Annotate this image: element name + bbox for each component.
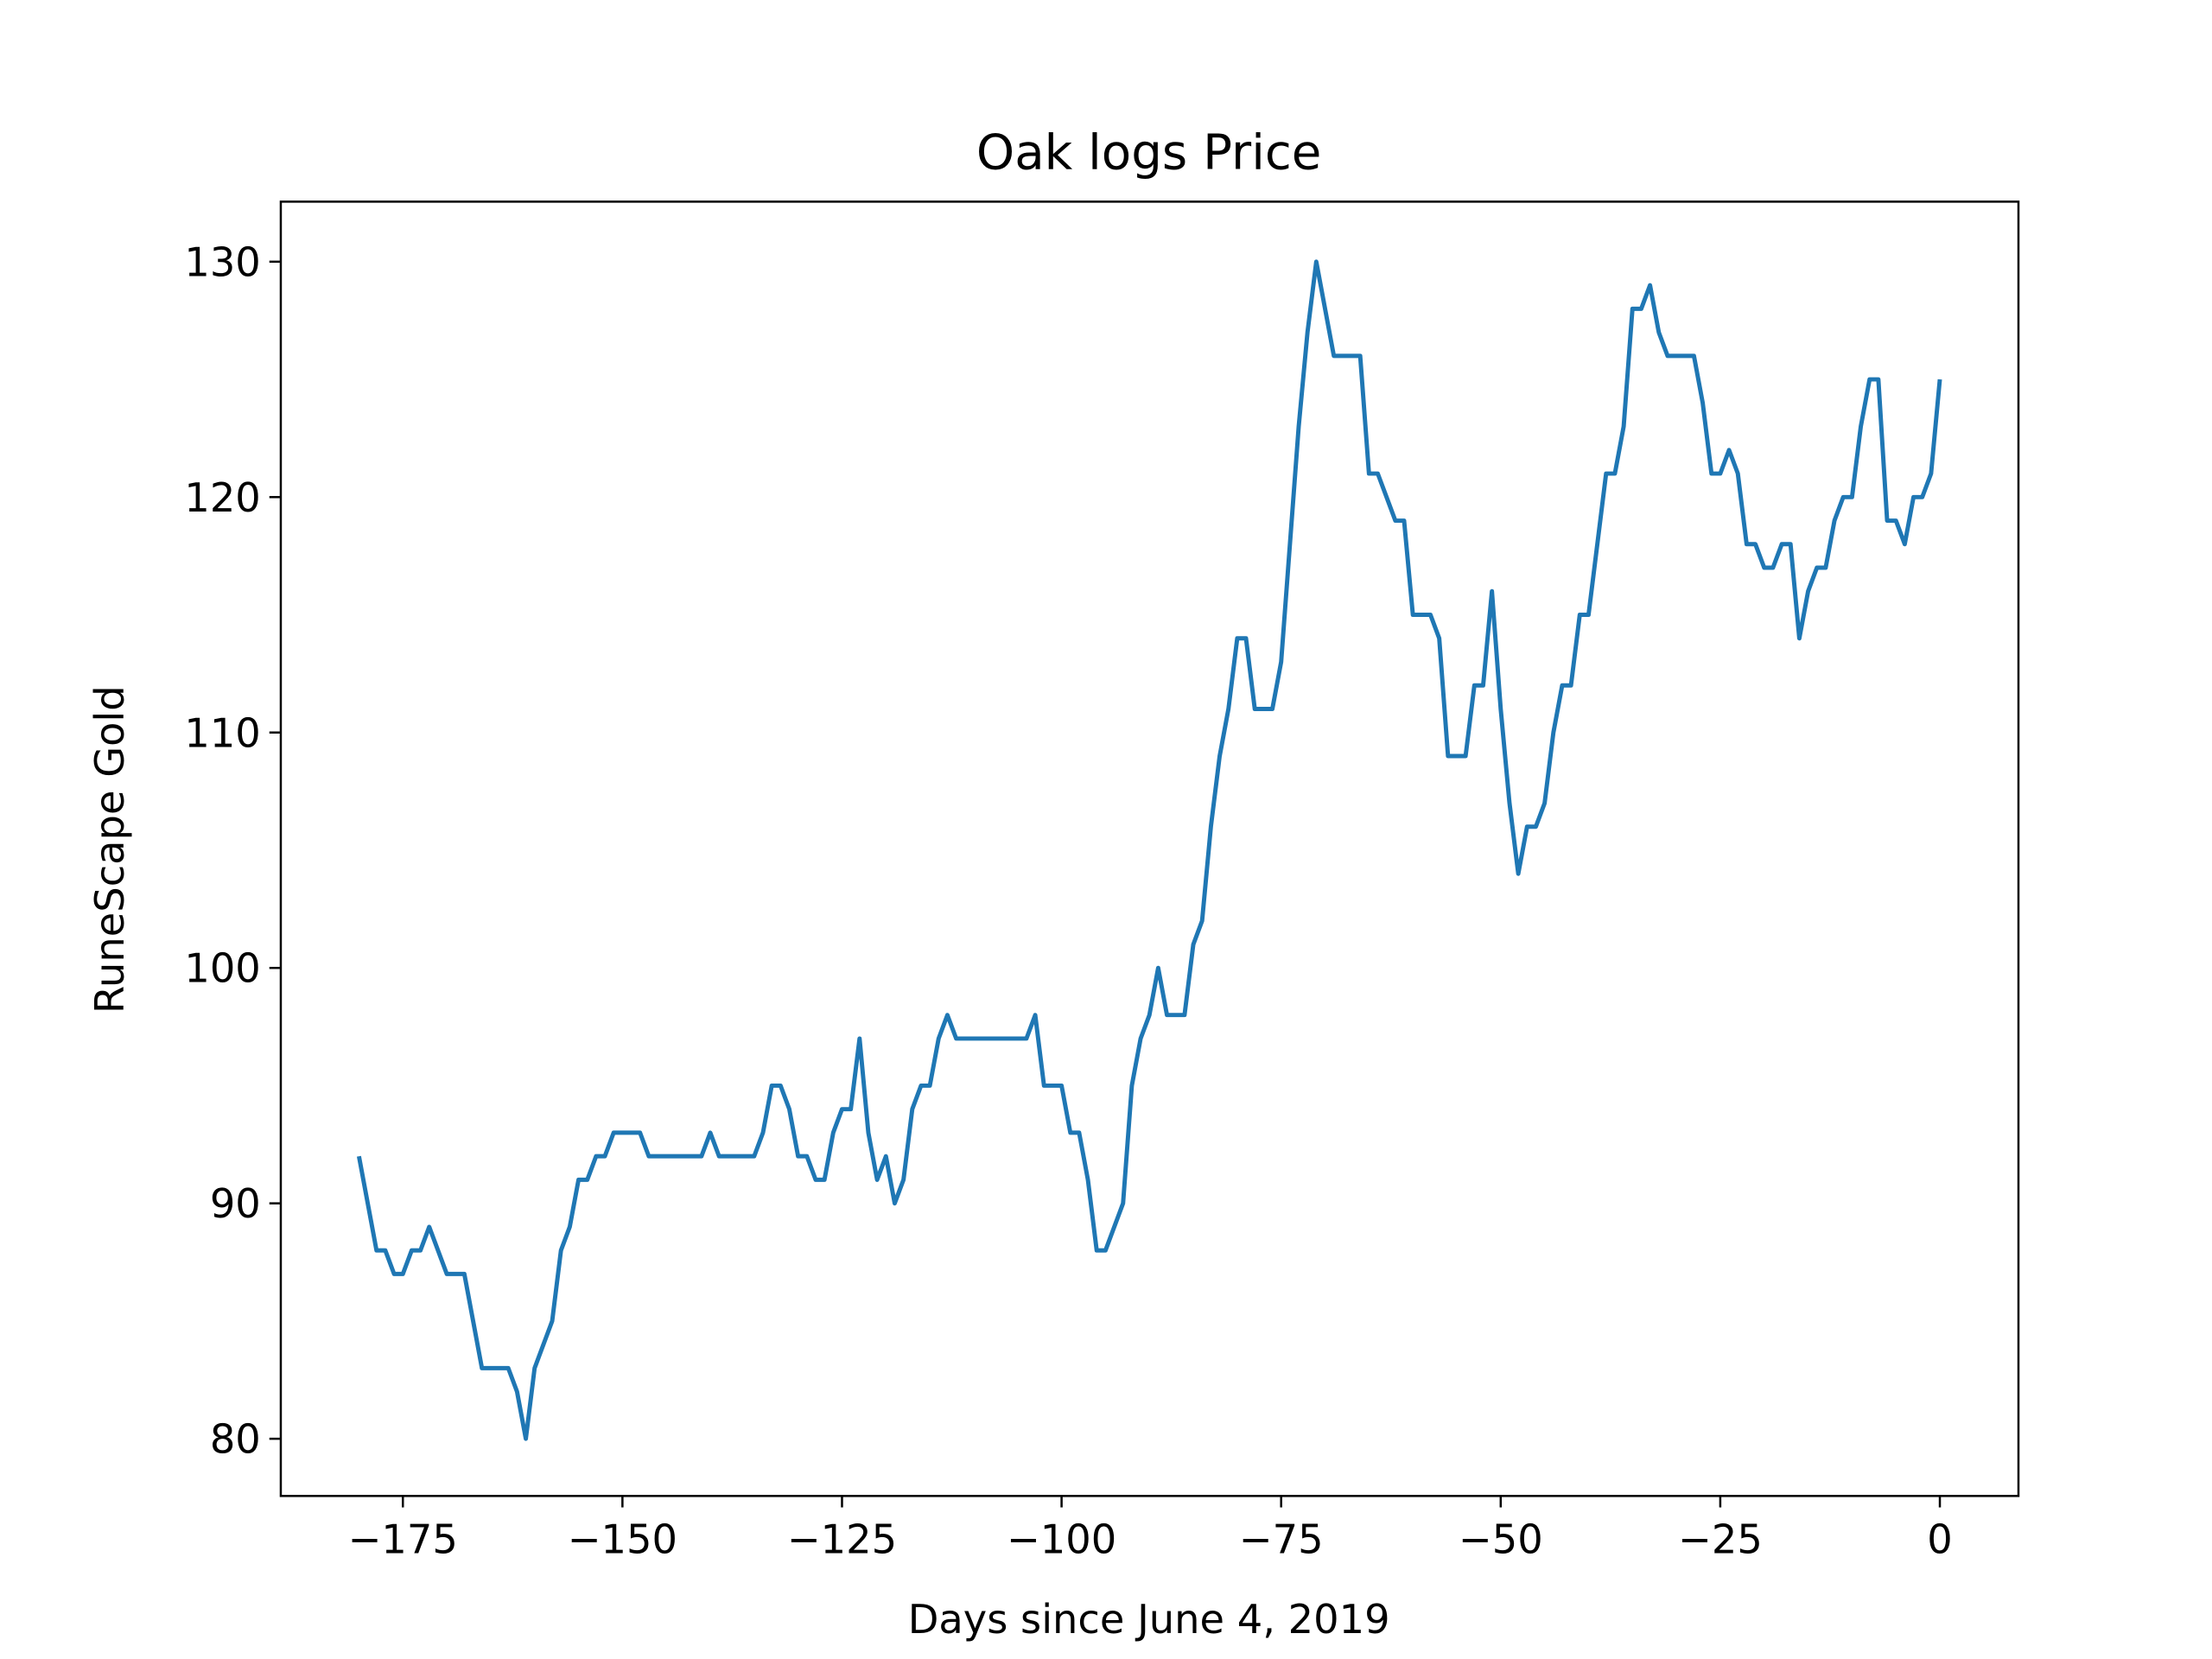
y-tick-label: 130 [184, 238, 260, 285]
chart-title: Oak logs Price [976, 124, 1321, 181]
y-tick-label: 100 [184, 945, 260, 992]
x-tick-label: −100 [1007, 1516, 1116, 1563]
y-tick-label: 80 [210, 1416, 261, 1463]
x-tick-label: −150 [568, 1516, 677, 1563]
x-tick-label: −50 [1459, 1516, 1543, 1563]
x-tick-label: −125 [787, 1516, 897, 1563]
y-tick-label: 120 [184, 474, 260, 521]
y-axis-label: RuneScape Gold [86, 685, 133, 1014]
plot-frame [279, 200, 2020, 1497]
y-tick-label: 110 [184, 709, 260, 756]
x-axis-label: Days since June 4, 2019 [908, 1596, 1390, 1643]
x-tick-label: 0 [1927, 1516, 1952, 1563]
x-tick-label: −25 [1678, 1516, 1763, 1563]
y-tick-label: 90 [210, 1180, 261, 1227]
data-line [356, 259, 1942, 1441]
x-tick-label: −75 [1239, 1516, 1324, 1563]
x-tick-label: −175 [348, 1516, 458, 1563]
